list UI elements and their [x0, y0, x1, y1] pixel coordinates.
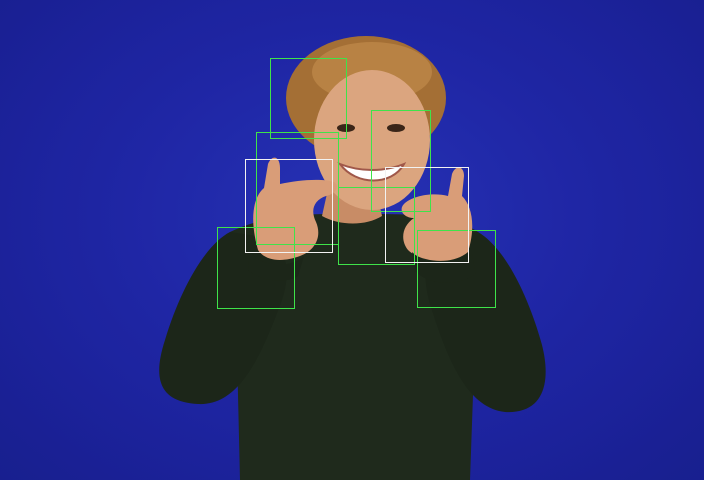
detection-box-5: [217, 227, 295, 309]
left-cuff: [248, 252, 304, 281]
right-cuff: [412, 252, 476, 283]
right-eye: [387, 124, 405, 132]
sweater-torso: [220, 213, 491, 480]
right-hand: [401, 167, 473, 261]
face: [314, 70, 430, 210]
left-arm: [159, 232, 287, 405]
detection-box-6: [417, 230, 496, 308]
detection-box-7: [245, 159, 333, 253]
left-hand: [253, 157, 337, 260]
smile: [337, 161, 407, 182]
detection-box-4: [338, 187, 415, 265]
detection-box-8: [385, 167, 469, 263]
detection-box-1: [270, 58, 347, 139]
detection-box-2: [371, 110, 431, 212]
